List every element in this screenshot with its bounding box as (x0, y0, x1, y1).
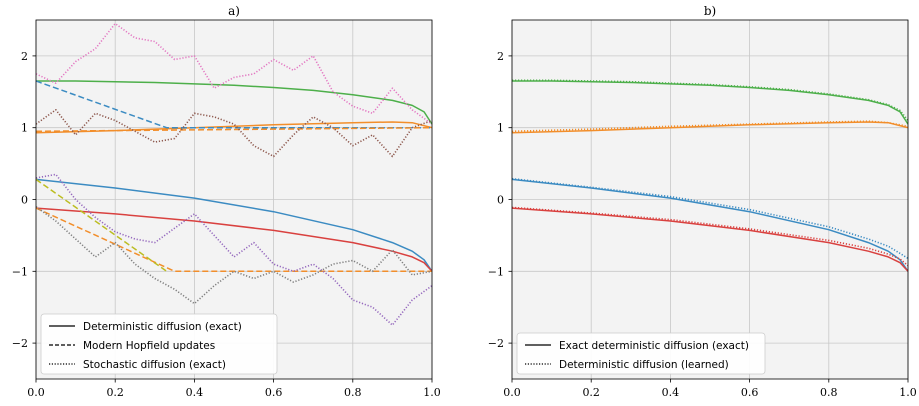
panel-title: b) (704, 4, 716, 18)
y-tick-label: −1 (12, 265, 28, 278)
y-tick-label: −1 (488, 265, 504, 278)
legend-box (40, 313, 278, 375)
y-tick-label: 2 (497, 50, 504, 63)
x-tick-label: 0.8 (344, 386, 362, 399)
y-tick-label: −2 (12, 337, 28, 350)
panel-title: a) (228, 4, 240, 18)
panel-b: 0.0 0.2 0.4 0.6 0.8 1.0 −2 −1 0 1 2 b) Exact determi… (488, 4, 917, 399)
panel-a: 0.0 0.2 0.4 0.6 0.8 1.0 −2 −1 0 1 2 a) Deterministic… (12, 4, 441, 399)
y-tick-label: 1 (21, 122, 28, 135)
x-tick-label: 1.0 (423, 386, 441, 399)
legend-label: Exact deterministic diffusion (exact) (559, 340, 749, 352)
series-line-dashed (36, 126, 432, 133)
series-line-dotted (36, 109, 432, 158)
x-tick-label: 0.6 (741, 386, 759, 399)
legend-label: Deterministic diffusion (exact) (83, 321, 242, 333)
series-line-dashed (36, 207, 432, 273)
x-tick-label: 0.2 (106, 386, 124, 399)
x-tick-label: 0.4 (662, 386, 680, 399)
legend-label: Stochastic diffusion (exact) (83, 359, 226, 371)
y-tick-label: 0 (21, 194, 28, 207)
series-line-solid (36, 178, 432, 272)
series-line-dotted (512, 206, 908, 267)
y-tick-label: −2 (488, 337, 504, 350)
y-tick-label: 0 (497, 194, 504, 207)
x-tick-label: 0.0 (503, 386, 521, 399)
legend-label: Deterministic diffusion (learned) (559, 359, 729, 371)
x-tick-label: 0.8 (820, 386, 838, 399)
x-tick-label: 0.0 (27, 386, 45, 399)
y-tick-label: 2 (21, 50, 28, 63)
series-group (36, 22, 432, 326)
series-line-dotted (512, 79, 908, 121)
series-group (512, 79, 908, 272)
series-line-solid (36, 80, 432, 125)
x-tick-label: 0.4 (186, 386, 204, 399)
series-line-dotted (512, 120, 908, 133)
legend-box (516, 332, 766, 375)
legend-label: Modern Hopfield updates (83, 340, 215, 352)
y-tick-label: 1 (497, 122, 504, 135)
series-line-solid (36, 207, 432, 272)
x-tick-label: 0.2 (582, 386, 600, 399)
series-line-dashed (36, 80, 432, 129)
series-line-solid (512, 207, 908, 272)
series-line-dotted (36, 22, 432, 125)
x-tick-label: 1.0 (899, 386, 917, 399)
x-tick-label: 0.6 (265, 386, 283, 399)
